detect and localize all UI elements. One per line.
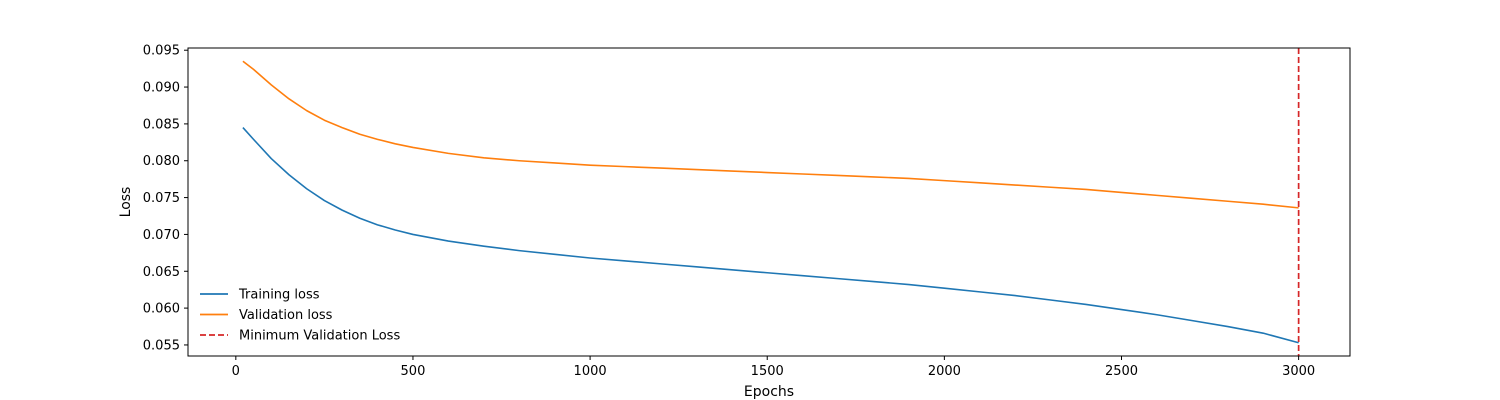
legend-label-validation-loss: Validation loss xyxy=(239,308,333,323)
y-tick-label: 0.090 xyxy=(143,81,180,96)
plot-area xyxy=(242,48,1300,356)
y-tick-label: 0.060 xyxy=(143,302,180,317)
series-line-training xyxy=(242,127,1299,344)
x-tick-label: 1000 xyxy=(574,364,607,379)
y-tick-label: 0.080 xyxy=(143,154,180,169)
y-tick-label: 0.085 xyxy=(143,117,180,132)
x-tick-label: 2000 xyxy=(928,364,961,379)
y-axis-label: Loss xyxy=(118,187,134,218)
legend-label-training-loss: Training loss xyxy=(238,288,320,303)
legend: Training loss Validation loss Minimum Vali… xyxy=(200,288,400,344)
x-tick-label: 0 xyxy=(232,364,240,379)
y-tick-label: 0.075 xyxy=(143,191,180,206)
series-line-validation xyxy=(242,60,1299,209)
x-tick-label: 500 xyxy=(401,364,426,379)
x-tick-label: 3000 xyxy=(1282,364,1315,379)
plot-series-group xyxy=(242,48,1300,356)
x-tick-label: 1500 xyxy=(751,364,784,379)
x-tick-label: 2500 xyxy=(1105,364,1138,379)
y-tick-label: 0.055 xyxy=(143,338,180,353)
y-tick-label: 0.070 xyxy=(143,228,180,243)
legend-label-minimum-validation-loss: Minimum Validation Loss xyxy=(239,329,400,344)
y-tick-label: 0.065 xyxy=(143,265,180,280)
x-axis-label: Epochs xyxy=(744,384,794,400)
y-tick-label: 0.095 xyxy=(143,44,180,59)
axes: 0 500 1000 1500 2000 2500 3000 0.055 0.060 0.065 0… xyxy=(143,44,1351,379)
axes-frame xyxy=(187,47,1351,357)
